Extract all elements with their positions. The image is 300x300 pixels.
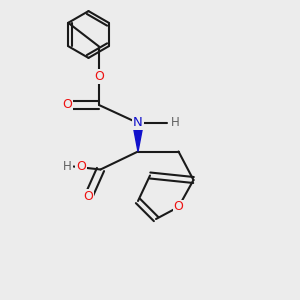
Text: O: O [76, 160, 86, 173]
Text: O: O [94, 70, 104, 83]
Polygon shape [133, 123, 143, 152]
Text: O: O [174, 200, 183, 214]
Text: O: O [84, 190, 93, 203]
Text: H: H [63, 160, 72, 173]
Text: H: H [171, 116, 180, 130]
Text: N: N [133, 116, 143, 130]
Text: O: O [63, 98, 72, 112]
